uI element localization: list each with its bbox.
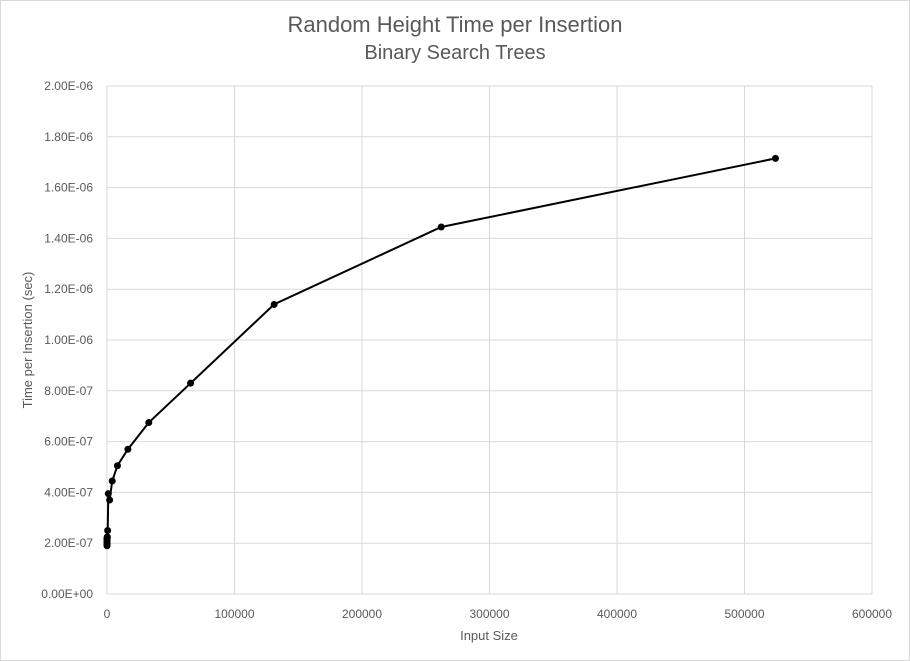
y-tick-label: 4.00E-07 <box>44 485 93 499</box>
y-tick-label: 1.60E-06 <box>44 181 93 195</box>
y-axis-label: Time per Insertion (sec) <box>20 272 35 409</box>
x-tick-label: 300000 <box>469 607 509 621</box>
data-point <box>103 533 111 541</box>
chart-subtitle: Binary Search Trees <box>364 42 546 64</box>
x-axis-label: Input Size <box>460 628 518 643</box>
x-tick-label: 0 <box>104 607 111 621</box>
data-point <box>113 462 121 470</box>
data-point <box>104 490 112 498</box>
data-point <box>771 154 779 162</box>
data-point <box>124 445 132 453</box>
y-tick-label: 2.00E-07 <box>44 536 93 550</box>
data-point <box>437 223 445 231</box>
chart-title: Random Height Time per Insertion <box>287 12 623 37</box>
data-point <box>187 379 195 387</box>
x-tick-label: 200000 <box>342 607 382 621</box>
data-point <box>270 300 278 308</box>
series-line <box>106 157 776 546</box>
series-points <box>103 154 779 550</box>
y-tick-label: 1.00E-06 <box>44 333 93 347</box>
y-tick-label: 1.20E-06 <box>44 282 93 296</box>
x-tick-label: 500000 <box>724 607 764 621</box>
gridlines <box>106 85 873 595</box>
data-point <box>145 419 153 427</box>
y-tick-labels: 0.00E+00 2.00E-07 4.00E-07 6.00E-07 8.00E-07… <box>41 79 93 601</box>
data-point <box>104 527 112 534</box>
y-tick-label: 8.00E-07 <box>44 384 93 398</box>
y-tick-label: 1.80E-06 <box>44 130 93 144</box>
y-tick-label: 2.00E-06 <box>44 79 93 93</box>
x-tick-label: 400000 <box>597 607 637 621</box>
y-tick-label: 6.00E-07 <box>44 435 93 449</box>
x-tick-label: 100000 <box>214 607 254 621</box>
data-point <box>108 477 116 485</box>
x-tick-labels: 0 100000 200000 300000 400000 500000 600000 <box>104 607 893 621</box>
x-tick-label: 600000 <box>852 607 892 621</box>
y-tick-label: 1.40E-06 <box>44 231 93 245</box>
y-tick-label: 0.00E+00 <box>41 587 93 601</box>
data-point <box>106 496 114 504</box>
